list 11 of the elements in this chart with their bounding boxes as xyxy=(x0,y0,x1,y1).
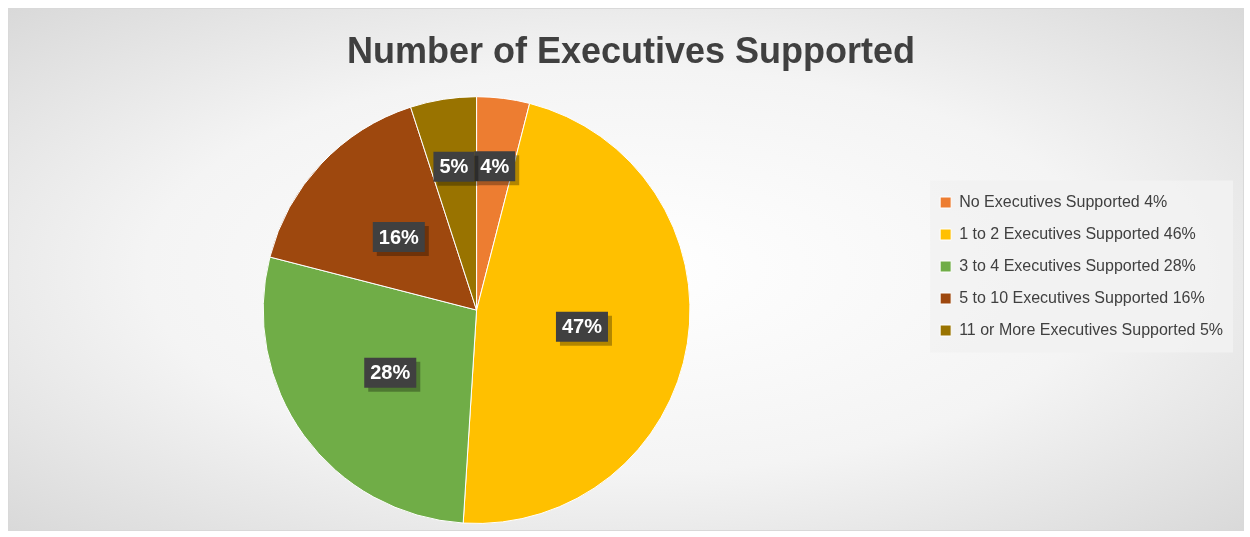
legend-label: No Executives Supported 4% xyxy=(959,192,1168,210)
data-label: 47% xyxy=(561,315,603,338)
legend-label: 11 or More Executives Supported 5% xyxy=(959,320,1223,338)
legend-label: 5 to 10 Executives Supported 16% xyxy=(959,288,1205,306)
data-label: 16% xyxy=(378,225,420,248)
data-label: 4% xyxy=(480,154,510,177)
legend-label: 3 to 4 Executives Supported 28% xyxy=(959,256,1196,274)
chart-title: Number of Executives Supported xyxy=(346,29,916,71)
data-label: 5% xyxy=(439,155,469,178)
legend-label: 1 to 2 Executives Supported 46% xyxy=(959,224,1196,242)
data-label: 28% xyxy=(370,361,411,384)
